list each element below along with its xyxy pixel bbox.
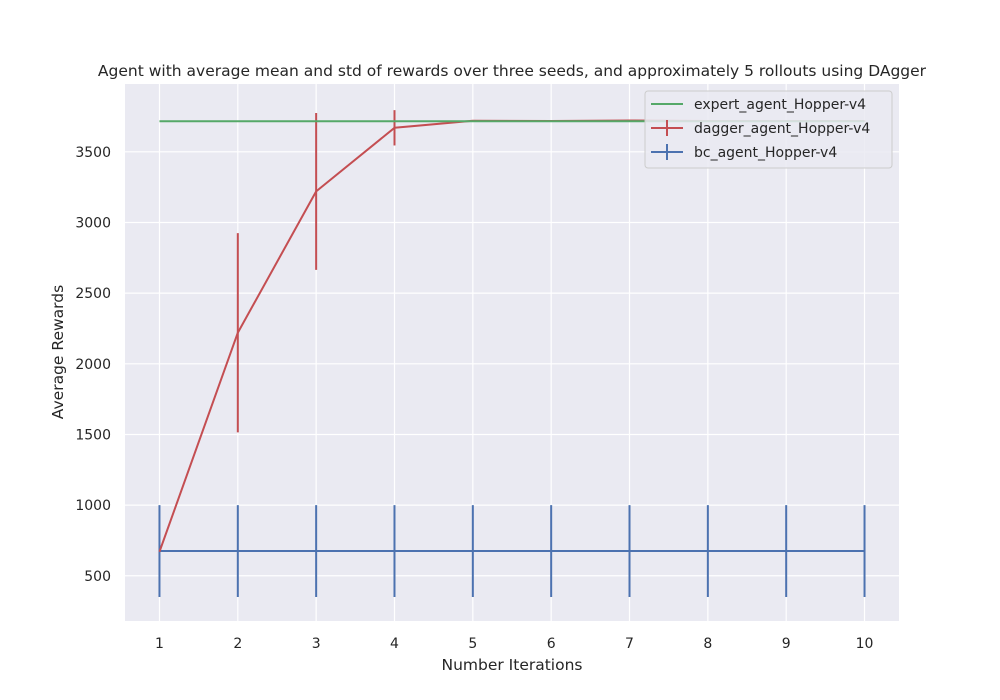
x-tick-label: 3	[312, 636, 321, 652]
legend-label: bc_agent_Hopper-v4	[694, 145, 837, 161]
y-tick-label: 1000	[75, 498, 111, 514]
y-axis-label: Average Rewards	[49, 285, 67, 419]
legend-label: dagger_agent_Hopper-v4	[694, 121, 870, 137]
x-tick-label: 5	[468, 636, 477, 652]
y-tick-label: 3000	[75, 215, 111, 231]
y-tick-label: 1500	[75, 427, 111, 443]
legend: expert_agent_Hopper-v4 dagger_agent_Hoppe…	[644, 90, 893, 169]
legend-item: dagger_agent_Hopper-v4	[651, 120, 870, 137]
x-tick-label: 6	[547, 636, 556, 652]
y-tick-label: 2000	[75, 357, 111, 373]
x-tick-label: 8	[703, 636, 712, 652]
plot-background	[125, 84, 899, 621]
ticks: 1 2 3 4 5 6 7 8 9 10 500 1000 1500 2000 2500 3000 3500	[75, 145, 873, 652]
y-tick-label: 500	[84, 569, 111, 585]
x-tick-label: 10	[856, 636, 874, 652]
y-tick-label: 3500	[75, 145, 111, 161]
x-tick-label: 2	[233, 636, 242, 652]
x-tick-label: 9	[782, 636, 791, 652]
chart-title: Agent with average mean and std of rewar…	[98, 62, 927, 80]
x-axis-label: Number Iterations	[441, 656, 582, 674]
x-tick-label: 4	[390, 636, 399, 652]
x-tick-label: 7	[625, 636, 634, 652]
x-tick-label: 1	[155, 636, 164, 652]
legend-box	[644, 90, 893, 169]
y-tick-label: 2500	[75, 286, 111, 302]
legend-label: expert_agent_Hopper-v4	[694, 97, 866, 113]
legend-item: bc_agent_Hopper-v4	[651, 144, 837, 161]
legend-item: expert_agent_Hopper-v4	[651, 97, 866, 113]
series-bc_agent_Hopper-v4	[158, 505, 866, 597]
